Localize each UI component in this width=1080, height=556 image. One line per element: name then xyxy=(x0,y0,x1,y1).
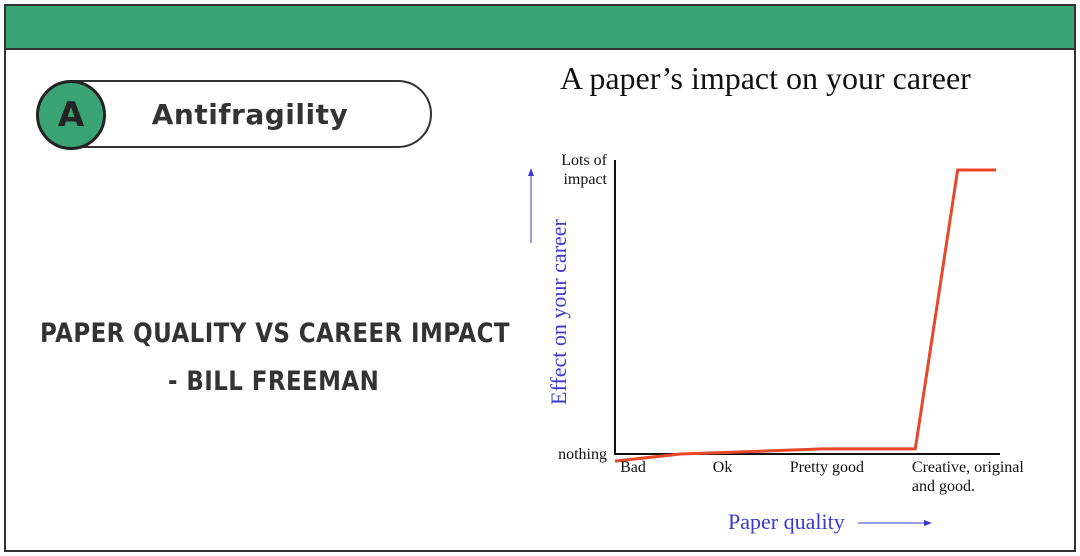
x-axis-label: Paper quality xyxy=(728,509,845,534)
y-tick-label: nothing xyxy=(558,445,607,463)
x-tick-label: Ok xyxy=(712,459,733,476)
x-arrow-head xyxy=(924,520,932,526)
x-tick-label: Pretty good xyxy=(789,459,864,476)
frame xyxy=(4,4,1076,552)
caption: - BILL FREEMAN xyxy=(168,366,380,397)
heading: Antifragility xyxy=(151,98,349,131)
header-bar xyxy=(6,6,1074,50)
x-tick-label: Bad xyxy=(620,459,646,476)
x-tick-label: Creative, original and good. xyxy=(911,459,1024,495)
y-tick-label: Lots of impact xyxy=(561,151,607,188)
line xyxy=(614,168,997,463)
y-axis-label: Effect on your career xyxy=(546,219,571,405)
badge: A xyxy=(36,80,106,150)
y-arrow-head xyxy=(528,168,534,176)
chart-title: A paper’s impact on your career xyxy=(560,60,971,96)
caption: PAPER QUALITY VS CAREER IMPACT xyxy=(40,318,510,349)
